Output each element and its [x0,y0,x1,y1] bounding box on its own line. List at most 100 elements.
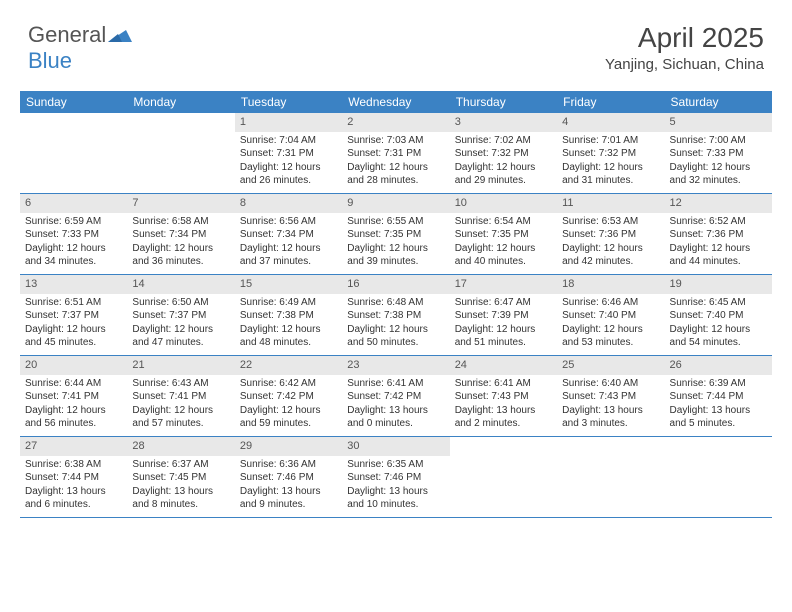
day-cell: 25Sunrise: 6:40 AMSunset: 7:43 PMDayligh… [557,356,664,436]
brand-logo: General [28,22,132,48]
sunset-line: Sunset: 7:34 PM [132,228,229,242]
sunset-line: Sunset: 7:42 PM [240,390,337,404]
sunset-line: Sunset: 7:43 PM [455,390,552,404]
sunrise-line: Sunrise: 7:04 AM [240,134,337,148]
day-details: Sunrise: 6:55 AMSunset: 7:35 PMDaylight:… [342,213,449,273]
sunset-line: Sunset: 7:45 PM [132,471,229,485]
day-number: 23 [342,356,449,375]
sunrise-line: Sunrise: 7:03 AM [347,134,444,148]
day-number: 16 [342,275,449,294]
day-details: Sunrise: 7:02 AMSunset: 7:32 PMDaylight:… [450,132,557,192]
sunrise-line: Sunrise: 6:39 AM [670,377,767,391]
daylight-line: Daylight: 12 hours and 45 minutes. [25,323,122,350]
day-number: 27 [20,437,127,456]
day-details: Sunrise: 6:52 AMSunset: 7:36 PMDaylight:… [665,213,772,273]
daylight-line: Daylight: 13 hours and 6 minutes. [25,485,122,512]
daylight-line: Daylight: 12 hours and 48 minutes. [240,323,337,350]
sunrise-line: Sunrise: 7:01 AM [562,134,659,148]
sunset-line: Sunset: 7:44 PM [25,471,122,485]
brand-text-blue: Blue [28,48,72,73]
daylight-line: Daylight: 13 hours and 2 minutes. [455,404,552,431]
day-cell: 26 Sunrise: 6:39 AMSunset: 7:44 PMDayligh… [665,356,772,436]
day-number: 6 [20,194,127,213]
day-number: 3 [450,113,557,132]
sunset-line: Sunset: 7:36 PM [562,228,659,242]
sunset-line: Sunset: 7:43 PM [562,390,659,404]
day-cell: 11Sunrise: 6:53 AMSunset: 7:36 PMDayligh… [557,194,664,274]
day-details: Sunrise: 6:50 AMSunset: 7:37 PMDaylight:… [127,294,234,354]
sunset-line: Sunset: 7:41 PM [25,390,122,404]
day-number: 20 [20,356,127,375]
day-details: Sunrise: 6:41 AMSunset: 7:43 PMDaylight:… [450,375,557,435]
title-block: April 2025 Yanjing, Sichuan, China [605,22,764,73]
calendar-grid: SundayMondayTuesdayWednesdayThursdayFrid… [20,91,772,518]
weekday-header: Monday [127,91,234,113]
day-details: Sunrise: 7:01 AMSunset: 7:32 PMDaylight:… [557,132,664,192]
daylight-line: Daylight: 12 hours and 53 minutes. [562,323,659,350]
sunrise-line: Sunrise: 6:53 AM [562,215,659,229]
daylight-line: Daylight: 12 hours and 42 minutes. [562,242,659,269]
sunset-line: Sunset: 7:36 PM [670,228,767,242]
empty-day [127,113,234,193]
day-number: 9 [342,194,449,213]
day-details: Sunrise: 6:58 AMSunset: 7:34 PMDaylight:… [127,213,234,273]
day-number: 13 [20,275,127,294]
day-details: Sunrise: 7:03 AMSunset: 7:31 PMDaylight:… [342,132,449,192]
sunset-line: Sunset: 7:40 PM [670,309,767,323]
month-title: April 2025 [605,22,764,54]
day-details: Sunrise: 6:59 AMSunset: 7:33 PMDaylight:… [20,213,127,273]
sunrise-line: Sunrise: 6:52 AM [670,215,767,229]
day-cell: 27 Sunrise: 6:38 AMSunset: 7:44 PMDayligh… [20,437,127,517]
day-cell: 8Sunrise: 6:56 AMSunset: 7:34 PMDaylight… [235,194,342,274]
sunset-line: Sunset: 7:46 PM [347,471,444,485]
daylight-line: Daylight: 13 hours and 5 minutes. [670,404,767,431]
sunrise-line: Sunrise: 6:38 AM [25,458,122,472]
daylight-line: Daylight: 12 hours and 59 minutes. [240,404,337,431]
day-cell: 24Sunrise: 6:41 AMSunset: 7:43 PMDayligh… [450,356,557,436]
day-cell: 9Sunrise: 6:55 AMSunset: 7:35 PMDaylight… [342,194,449,274]
daylight-line: Daylight: 13 hours and 10 minutes. [347,485,444,512]
day-cell: 22Sunrise: 6:42 AMSunset: 7:42 PMDayligh… [235,356,342,436]
daylight-line: Daylight: 12 hours and 40 minutes. [455,242,552,269]
day-details: Sunrise: 6:49 AMSunset: 7:38 PMDaylight:… [235,294,342,354]
sunrise-line: Sunrise: 6:35 AM [347,458,444,472]
day-number: 26 [665,356,772,375]
week-row: 6Sunrise: 6:59 AMSunset: 7:33 PMDaylight… [20,194,772,275]
day-number: 8 [235,194,342,213]
day-details: Sunrise: 6:46 AMSunset: 7:40 PMDaylight:… [557,294,664,354]
daylight-line: Daylight: 12 hours and 37 minutes. [240,242,337,269]
day-number: 29 [235,437,342,456]
sunrise-line: Sunrise: 6:37 AM [132,458,229,472]
sunset-line: Sunset: 7:44 PM [670,390,767,404]
day-cell: 2Sunrise: 7:03 AMSunset: 7:31 PMDaylight… [342,113,449,193]
sunset-line: Sunset: 7:40 PM [562,309,659,323]
day-cell: 18Sunrise: 6:46 AMSunset: 7:40 PMDayligh… [557,275,664,355]
sunrise-line: Sunrise: 6:46 AM [562,296,659,310]
week-row: 20Sunrise: 6:44 AMSunset: 7:41 PMDayligh… [20,356,772,437]
daylight-line: Daylight: 12 hours and 51 minutes. [455,323,552,350]
day-cell: 12Sunrise: 6:52 AMSunset: 7:36 PMDayligh… [665,194,772,274]
sunset-line: Sunset: 7:31 PM [240,147,337,161]
day-number: 10 [450,194,557,213]
day-cell: 3Sunrise: 7:02 AMSunset: 7:32 PMDaylight… [450,113,557,193]
day-cell: 23Sunrise: 6:41 AMSunset: 7:42 PMDayligh… [342,356,449,436]
empty-day [20,113,127,193]
day-number: 1 [235,113,342,132]
sunset-line: Sunset: 7:38 PM [240,309,337,323]
day-number: 2 [342,113,449,132]
day-number: 19 [665,275,772,294]
day-number: 12 [665,194,772,213]
sunrise-line: Sunrise: 6:36 AM [240,458,337,472]
day-cell: 20Sunrise: 6:44 AMSunset: 7:41 PMDayligh… [20,356,127,436]
daylight-line: Daylight: 13 hours and 9 minutes. [240,485,337,512]
sunset-line: Sunset: 7:33 PM [25,228,122,242]
day-details: Sunrise: 6:53 AMSunset: 7:36 PMDaylight:… [557,213,664,273]
day-number: 11 [557,194,664,213]
brand-triangle-icon [108,24,132,47]
day-cell: 1Sunrise: 7:04 AMSunset: 7:31 PMDaylight… [235,113,342,193]
sunset-line: Sunset: 7:35 PM [347,228,444,242]
sunrise-line: Sunrise: 6:43 AM [132,377,229,391]
daylight-line: Daylight: 12 hours and 31 minutes. [562,161,659,188]
sunrise-line: Sunrise: 7:02 AM [455,134,552,148]
sunrise-line: Sunrise: 6:45 AM [670,296,767,310]
